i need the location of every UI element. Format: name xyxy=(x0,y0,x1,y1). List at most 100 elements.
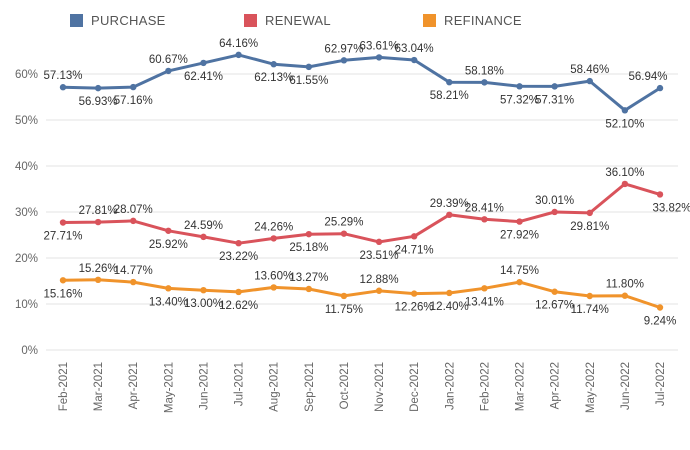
data-point-purchase[interactable] xyxy=(481,79,488,86)
data-point-renewal[interactable] xyxy=(94,218,102,226)
data-label-renewal: 36.10% xyxy=(605,167,644,179)
data-point-purchase[interactable] xyxy=(270,61,277,68)
x-tick-label: Jun-2022 xyxy=(620,362,632,410)
x-axis: Feb-2021 Mar-2021 Apr-2021 May-2021 Jun-2021… xyxy=(58,362,667,413)
x-tick-label: Aug-2021 xyxy=(269,362,281,412)
data-point-renewal[interactable] xyxy=(375,238,383,246)
data-point-refinance[interactable] xyxy=(656,304,664,311)
data-label-renewal: 29.81% xyxy=(570,221,609,233)
data-label-renewal: 23.51% xyxy=(360,250,399,262)
data-point-renewal[interactable] xyxy=(586,209,593,217)
data-label-purchase: 63.04% xyxy=(395,43,434,55)
data-point-refinance[interactable] xyxy=(481,285,488,292)
x-tick-label: Apr-2021 xyxy=(128,362,140,409)
data-point-renewal[interactable] xyxy=(656,191,664,198)
data-point-renewal[interactable] xyxy=(446,211,453,219)
data-point-purchase[interactable] xyxy=(551,83,558,90)
data-point-renewal[interactable] xyxy=(621,180,629,188)
data-label-refinance: 12.62% xyxy=(219,300,258,312)
data-point-purchase[interactable] xyxy=(200,59,207,67)
data-label-renewal: 30.01% xyxy=(535,195,574,207)
data-label-purchase: 58.46% xyxy=(570,64,609,76)
data-point-renewal[interactable] xyxy=(340,230,348,237)
data-point-purchase[interactable] xyxy=(235,51,242,59)
data-point-refinance[interactable] xyxy=(270,284,277,291)
data-point-purchase[interactable] xyxy=(340,57,348,64)
data-point-purchase[interactable] xyxy=(59,84,67,91)
legend-item-refinance[interactable]: REFINANCE xyxy=(423,13,522,28)
legend-item-renewal[interactable]: RENEWAL xyxy=(244,13,331,28)
data-point-refinance[interactable] xyxy=(59,277,67,284)
data-label-refinance: 12.26% xyxy=(395,302,434,314)
data-label-refinance: 13.40% xyxy=(149,296,188,308)
data-point-refinance[interactable] xyxy=(94,276,102,284)
data-point-refinance[interactable] xyxy=(586,292,593,300)
data-label-purchase: 62.97% xyxy=(324,43,363,55)
x-tick-label: Nov-2021 xyxy=(374,362,386,412)
data-point-purchase[interactable] xyxy=(410,56,418,64)
data-point-refinance[interactable] xyxy=(410,290,418,297)
data-label-renewal: 29.39% xyxy=(430,198,469,210)
data-labels: 57.13% 56.93%57.16% 60.67% 62.41% 64.16% 62.1… xyxy=(43,38,690,328)
y-tick-label: 20% xyxy=(15,253,38,265)
data-point-renewal[interactable] xyxy=(305,230,313,238)
data-point-purchase[interactable] xyxy=(130,83,137,91)
x-tick-label: Sep-2021 xyxy=(304,362,316,412)
data-label-refinance: 11.80% xyxy=(606,279,644,291)
data-point-purchase[interactable] xyxy=(621,107,629,114)
data-point-renewal[interactable] xyxy=(165,227,172,234)
data-point-refinance[interactable] xyxy=(621,292,629,299)
data-point-renewal[interactable] xyxy=(481,216,488,223)
data-label-refinance: 13.41% xyxy=(465,296,504,308)
legend: PURCHASE RENEWAL REFINANCE xyxy=(70,13,522,28)
data-label-refinance: 12.67% xyxy=(535,300,574,312)
data-point-purchase[interactable] xyxy=(375,54,383,61)
data-point-renewal[interactable] xyxy=(410,233,418,240)
data-point-renewal[interactable] xyxy=(270,235,277,242)
data-label-refinance: 13.60% xyxy=(254,270,293,282)
data-point-purchase[interactable] xyxy=(516,83,523,90)
data-label-refinance: 9.24% xyxy=(644,315,677,327)
data-point-purchase[interactable] xyxy=(446,79,453,86)
legend-swatch xyxy=(70,14,83,27)
data-point-purchase[interactable] xyxy=(586,77,593,85)
data-label-renewal: 24.71% xyxy=(395,244,434,256)
data-point-purchase[interactable] xyxy=(165,67,172,75)
data-point-renewal[interactable] xyxy=(551,208,558,216)
data-point-refinance[interactable] xyxy=(516,278,523,286)
x-tick-label: Mar-2022 xyxy=(515,362,527,411)
data-point-refinance[interactable] xyxy=(165,285,172,292)
data-point-refinance[interactable] xyxy=(375,287,383,294)
data-point-purchase[interactable] xyxy=(94,84,102,92)
data-point-renewal[interactable] xyxy=(130,217,137,225)
x-tick-label: Jan-2022 xyxy=(444,362,456,410)
data-point-refinance[interactable] xyxy=(130,278,137,286)
data-point-refinance[interactable] xyxy=(551,288,558,295)
series-line-renewal xyxy=(61,182,662,245)
y-tick-label: 0% xyxy=(21,345,38,357)
data-point-renewal[interactable] xyxy=(200,233,207,241)
x-tick-label: Oct-2021 xyxy=(339,362,351,409)
legend-swatch xyxy=(244,14,257,27)
data-label-refinance: 14.75% xyxy=(500,265,539,277)
data-point-purchase[interactable] xyxy=(656,84,664,92)
data-point-refinance[interactable] xyxy=(340,292,348,300)
data-label-purchase: 56.94% xyxy=(628,71,667,83)
data-label-purchase: 52.10% xyxy=(605,118,644,130)
gridlines xyxy=(46,73,678,351)
data-point-refinance[interactable] xyxy=(446,289,453,297)
data-point-renewal[interactable] xyxy=(235,239,242,247)
data-point-refinance[interactable] xyxy=(305,285,313,293)
data-point-refinance[interactable] xyxy=(235,288,242,296)
data-point-purchase[interactable] xyxy=(305,63,313,71)
x-tick-label: Jul-2022 xyxy=(655,362,667,406)
data-point-refinance[interactable] xyxy=(200,287,207,294)
data-point-renewal[interactable] xyxy=(516,218,523,225)
data-label-purchase: 56.93% xyxy=(79,96,118,108)
legend-item-purchase[interactable]: PURCHASE xyxy=(70,13,166,28)
y-tick-label: 40% xyxy=(15,161,38,173)
legend-swatch xyxy=(423,14,436,27)
data-label-renewal: 27.81% xyxy=(79,205,118,217)
data-point-renewal[interactable] xyxy=(59,219,67,226)
